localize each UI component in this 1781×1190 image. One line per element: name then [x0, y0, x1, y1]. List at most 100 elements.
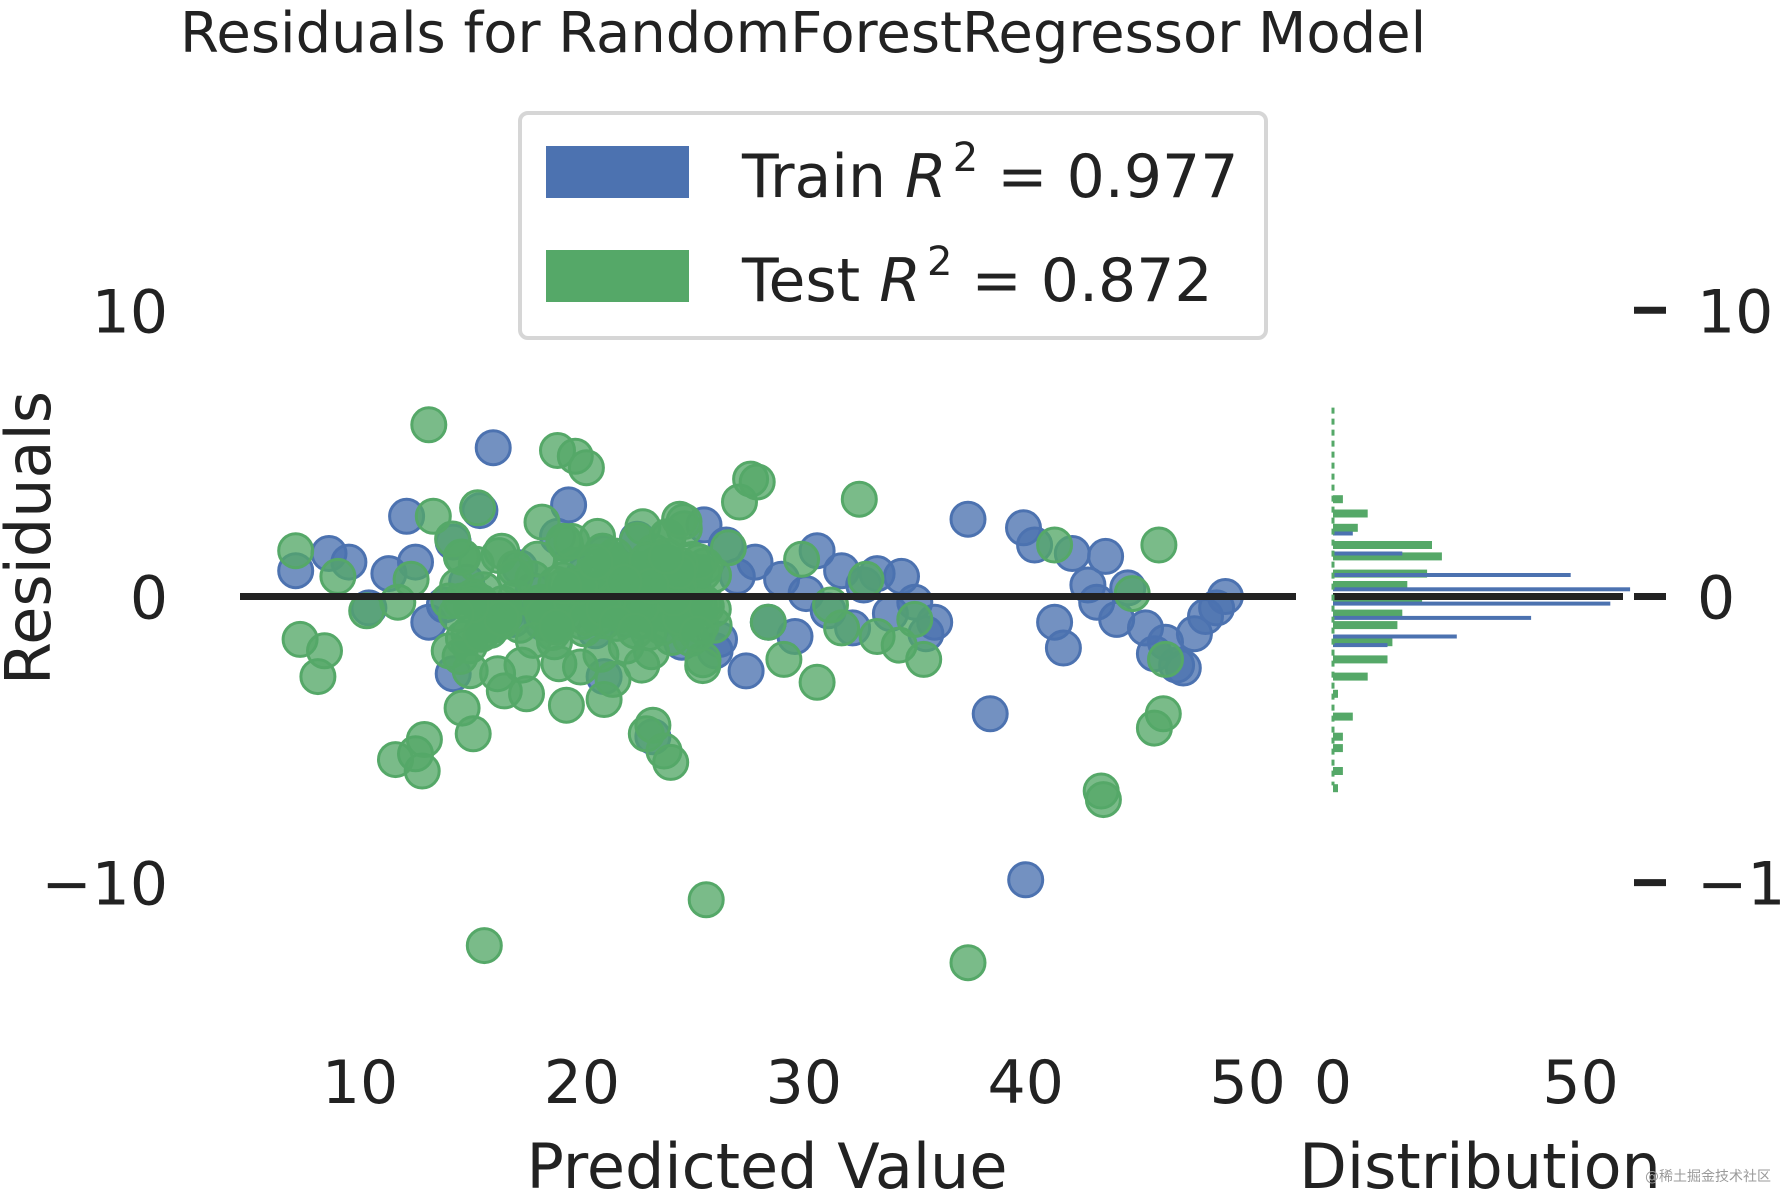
test-point [377, 741, 414, 779]
test-point [652, 743, 690, 781]
hist-x-tick-label: 50 [1542, 1048, 1618, 1118]
hist-bar-train [1333, 615, 1532, 620]
test-point [306, 632, 343, 670]
y-tick-label: −10 [41, 850, 168, 920]
y-tick-label: 0 [130, 563, 168, 633]
x-tick-label: 10 [322, 1048, 398, 1118]
test-point [1084, 781, 1122, 819]
hist-bar-train [1333, 601, 1611, 606]
hist-bar-test [1333, 495, 1343, 504]
right-y-tick-label: 0 [1697, 563, 1735, 633]
test-point [538, 608, 575, 646]
hist-bar-test [1333, 509, 1368, 518]
test-point [765, 640, 803, 678]
hist-x-tick-label: 0 [1314, 1048, 1352, 1118]
test-point [465, 927, 503, 965]
test-point [441, 638, 479, 675]
hist-bar-test [1333, 689, 1338, 698]
train-point [727, 652, 765, 690]
train-point [1044, 629, 1082, 667]
train-point [949, 500, 987, 538]
test-point [709, 529, 747, 567]
legend-box [518, 111, 1268, 340]
test-point [1140, 526, 1178, 564]
test-point [319, 557, 357, 595]
hist-bar-test [1333, 767, 1343, 775]
hist-bar-test [1333, 784, 1338, 793]
test-point [1135, 709, 1173, 747]
train-point [1087, 537, 1125, 575]
hist-bar-train [1333, 587, 1631, 592]
train-point [971, 695, 1009, 733]
hist-bar-test [1333, 672, 1368, 681]
hist-bar-train [1333, 643, 1388, 648]
x-tick-label: 20 [544, 1048, 620, 1118]
test-point [1147, 640, 1184, 678]
test-point [414, 497, 452, 535]
test-point [576, 543, 614, 581]
test-point [437, 595, 475, 633]
watermark: @稀土掘金技术社区 [1645, 1169, 1771, 1185]
hist-bar-test [1333, 523, 1358, 532]
hist-x-axis-label: Distribution [1299, 1130, 1661, 1190]
x-axis-label: Predicted Value [526, 1130, 1007, 1190]
test-point [687, 881, 725, 919]
test-point [623, 646, 661, 684]
test-point [392, 560, 430, 598]
test-point [496, 557, 534, 595]
hist-bar-test [1333, 581, 1408, 589]
x-ticks: 10 20 30 40 50 [322, 1048, 1286, 1118]
hist-bar-test [1333, 655, 1388, 664]
legend-swatch-train [546, 146, 689, 198]
x-tick-label: 30 [766, 1048, 842, 1118]
test-point [896, 600, 934, 638]
y-axis-label: Residuals [0, 391, 65, 685]
right-y-tick-label: 10 [1697, 277, 1773, 347]
hist-bar-test [1333, 732, 1343, 741]
hist-bar-test [1333, 621, 1398, 630]
hist-bar-test [1333, 638, 1393, 647]
test-point [454, 715, 492, 753]
test-point [410, 406, 448, 444]
test-point [508, 675, 545, 713]
test-point [547, 686, 585, 724]
test-point [678, 615, 716, 653]
test-point [847, 560, 885, 598]
hist-bar-test [1333, 541, 1432, 549]
test-point [738, 463, 776, 501]
x-tick-label: 40 [988, 1048, 1064, 1118]
distribution-histogram [1333, 495, 1631, 793]
train-point [1007, 861, 1045, 899]
test-point [405, 721, 443, 758]
test-point [823, 609, 861, 647]
test-point [277, 532, 315, 570]
chart-title: Residuals for RandomForestRegressor Mode… [180, 1, 1426, 66]
test-point [905, 640, 943, 678]
test-point [567, 449, 605, 487]
test-point [616, 612, 654, 650]
train-point [550, 486, 588, 524]
hist-bar-train [1333, 551, 1403, 556]
test-point [783, 540, 821, 578]
y-tick-label: 10 [92, 277, 168, 347]
scatter-points [277, 406, 1244, 982]
test-point [840, 480, 878, 518]
hist-bar-train [1333, 634, 1457, 639]
test-point [523, 503, 561, 541]
test-point [798, 663, 836, 701]
hist-bar-test [1333, 552, 1442, 561]
test-point [949, 944, 987, 982]
hist-bar-test [1333, 712, 1353, 721]
y-ticks: 10 10 0 0 −10 −10 [41, 277, 1781, 919]
hist-bar-train [1333, 573, 1571, 577]
hist-x-ticks: 0 50 [1314, 1048, 1619, 1118]
hist-bar-test [1333, 609, 1403, 618]
legend-swatch-test [546, 250, 689, 302]
right-y-tick-label: −10 [1697, 850, 1781, 920]
test-point [647, 537, 685, 575]
test-point [594, 660, 632, 698]
